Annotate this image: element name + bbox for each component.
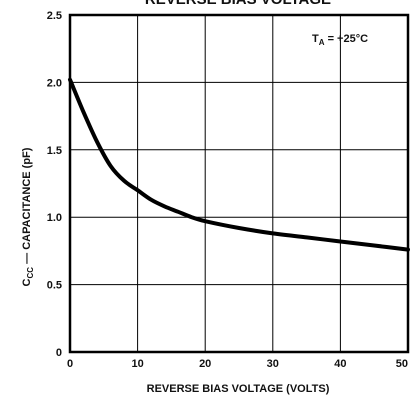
x-tick-label-1: 10: [131, 358, 143, 370]
x-axis-label: REVERSE BIAS VOLTAGE (VOLTS): [147, 383, 330, 395]
series-lines: [68, 77, 410, 252]
series-line-0: [68, 77, 410, 252]
plot-frame: [68, 13, 410, 354]
y-axis-label: CCC — CAPACITANCE (pF): [21, 147, 35, 286]
x-tick-label-3: 30: [267, 358, 279, 370]
temperature-annotation: TA = +25°C: [312, 33, 368, 47]
x-tick-label-4: 40: [334, 358, 346, 370]
y-axis-label-rest: — CAPACITANCE (pF): [21, 147, 33, 267]
y-tick-label-5: 2.5: [47, 10, 62, 22]
y-tick-label-1: 0.5: [47, 280, 62, 292]
annotation-subscript: A: [319, 38, 325, 47]
y-tick-label-3: 1.5: [47, 145, 62, 157]
x-tick-label-2: 20: [199, 358, 211, 370]
grid-lines: [70, 15, 408, 352]
y-tick-label-2: 1.0: [47, 212, 62, 224]
y-tick-label-4: 2.0: [47, 77, 62, 89]
y-axis-label-main: C: [21, 278, 33, 286]
y-axis-label-subscript: CC: [26, 267, 35, 279]
tick-labels: 0 10 20 30 40 50 0 0.5 1.0 1.5 2.0 2.5: [47, 10, 408, 370]
chart-title: REVERSE BIAS VOLTAGE: [145, 0, 331, 8]
annotation-main: T: [312, 33, 319, 45]
plot-border: [68, 13, 410, 354]
x-tick-label-5: 50: [396, 358, 408, 370]
y-tick-label-0: 0: [56, 347, 62, 359]
annotation-rest: = +25°C: [325, 33, 369, 45]
x-tick-label-0: 0: [67, 358, 73, 370]
